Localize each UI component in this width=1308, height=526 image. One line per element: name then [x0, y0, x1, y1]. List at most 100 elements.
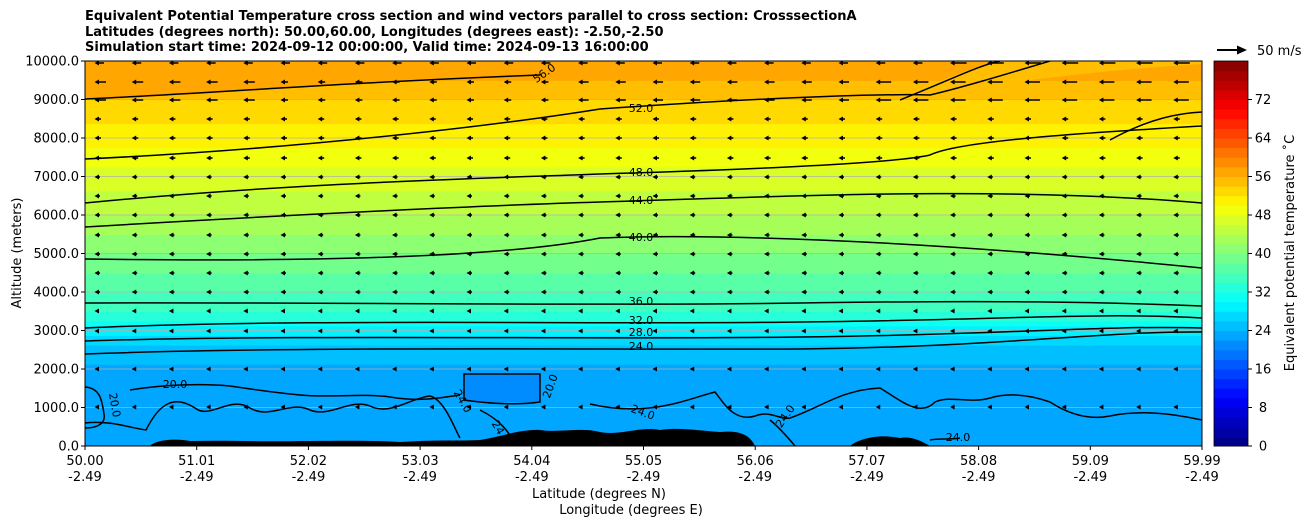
field-band	[85, 224, 1202, 231]
wind-vector-head	[987, 97, 992, 103]
wind-vector-head	[652, 135, 657, 141]
wind-vector-head	[131, 232, 137, 238]
wind-vector-head	[912, 61, 918, 66]
wind-vector-head	[94, 116, 99, 122]
wind-vector-head	[1136, 116, 1141, 122]
wind-vector-head	[131, 61, 137, 66]
field-band	[85, 229, 1202, 235]
wind-vector-head	[1024, 193, 1029, 199]
wind-vector-head	[317, 212, 323, 218]
wind-vector-head	[243, 270, 248, 276]
wind-vector-head	[243, 174, 248, 180]
field-band	[85, 248, 1202, 255]
wind-vector-head	[540, 61, 546, 66]
wind-vector-head	[764, 232, 769, 238]
wind-vector-head	[578, 116, 583, 122]
wind-vector-head	[168, 251, 174, 257]
wind-vector-head	[131, 366, 137, 372]
contour-24-0	[85, 395, 461, 439]
wind-vector-head	[131, 251, 137, 257]
field-band	[85, 205, 1202, 211]
wind-vector-head	[615, 270, 620, 276]
colorbar-tick-label: 0	[1259, 440, 1267, 455]
wind-vector-head	[392, 289, 397, 295]
colorbar-tick-label: 32	[1255, 286, 1272, 301]
field-band	[85, 104, 1202, 110]
wind-vector-head	[131, 212, 137, 218]
contour-labels: 20.020.024.024.020.024.0 24.024.024.028.0…	[106, 61, 970, 446]
wind-vector-head	[1173, 97, 1178, 103]
field-band	[85, 166, 1202, 173]
wind-vector-head	[838, 212, 843, 218]
wind-vector-head	[801, 270, 806, 276]
field-band	[85, 412, 1202, 418]
wind-vector-head	[1173, 155, 1178, 161]
wind-vector-head	[615, 135, 620, 141]
wind-vector-head	[243, 308, 248, 314]
wind-vector-head	[652, 212, 657, 218]
wind-vector-head	[578, 212, 583, 218]
wind-vector-head	[503, 116, 509, 122]
wind-vector-head	[94, 212, 99, 218]
wind-vector-head	[503, 212, 509, 218]
wind-vector-head	[689, 193, 695, 199]
wind-vector-head	[838, 308, 843, 314]
wind-vector-head	[987, 193, 992, 199]
field-band	[85, 320, 1202, 327]
field-band	[85, 152, 1202, 158]
wind-vector-head	[280, 289, 285, 295]
wind-vector-head	[1061, 193, 1067, 199]
wind-vector-head	[503, 155, 509, 161]
field-band	[85, 344, 1202, 351]
wind-vector-head	[206, 212, 211, 218]
wind-vector-head	[503, 308, 509, 314]
wind-vector-head	[1024, 270, 1029, 276]
field-band	[85, 369, 1202, 375]
contour-label: 20.0	[163, 378, 188, 391]
wind-vector-head	[1173, 193, 1178, 199]
wind-vector-head	[1136, 289, 1141, 295]
wind-vector-head	[615, 116, 620, 122]
y-axis: 0.0 1000.0 2000.0 3000.0 4000.0 5000.0 6000.0 7…	[25, 55, 85, 455]
wind-vector-head	[615, 232, 620, 238]
wind-vector-head	[875, 155, 881, 161]
wind-vector-head	[280, 97, 285, 103]
wind-vector-head	[726, 79, 732, 85]
y-tick-label: 8000.0	[34, 132, 80, 147]
wind-vector-head	[206, 404, 211, 410]
contour-label: 36.0	[629, 295, 654, 308]
wind-vector-head	[94, 97, 99, 103]
field-band	[85, 200, 1202, 206]
wind-vector-head	[1061, 155, 1067, 161]
wind-vector-head	[950, 79, 955, 85]
wind-vector-head	[94, 79, 99, 85]
wind-vector-head	[1173, 79, 1178, 85]
wind-vector-head	[429, 212, 434, 218]
wind-vector-head	[94, 404, 99, 410]
wind-vector-head	[652, 155, 657, 161]
colorbar-step	[1214, 340, 1248, 351]
wind-vector-head	[838, 328, 843, 334]
wind-vector-head	[801, 328, 806, 334]
field-band	[85, 128, 1202, 134]
wind-vector-head	[615, 193, 620, 199]
wind-vector-head	[1098, 61, 1104, 66]
wind-vector-head	[1173, 308, 1178, 314]
quiver-key-arrowhead	[1237, 45, 1247, 55]
colorbar-step	[1214, 224, 1248, 235]
wind-vector-head	[392, 212, 397, 218]
field-band	[85, 85, 1202, 91]
wind-vector-head	[466, 135, 471, 141]
field-band	[85, 113, 1202, 120]
wind-vector-head	[950, 61, 955, 66]
colorbar-step	[1214, 436, 1248, 447]
wind-vector-head	[429, 232, 434, 238]
wind-vector-head	[987, 212, 992, 218]
x-tick-label-lon: -2.49	[403, 470, 437, 485]
wind-vector-head	[912, 174, 918, 180]
wind-vector-head	[466, 270, 471, 276]
wind-vector-head	[1098, 328, 1104, 334]
wind-vector-head	[168, 328, 174, 334]
wind-vector-head	[1173, 404, 1178, 410]
colorbar-step	[1214, 70, 1248, 81]
